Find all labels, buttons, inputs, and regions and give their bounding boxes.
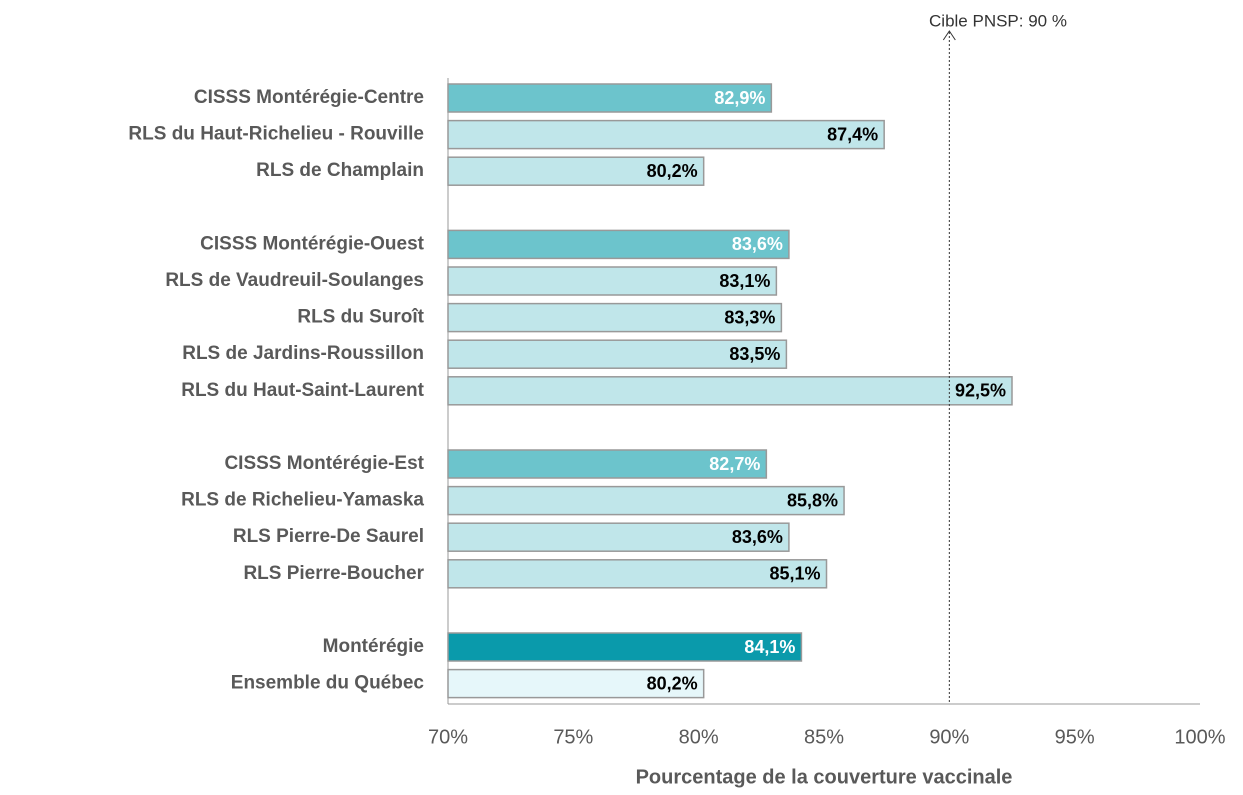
- y-tick-label: RLS du Haut-Richelieu - Rouville: [128, 124, 424, 145]
- bar: [447, 559, 828, 589]
- bar: [447, 156, 705, 186]
- x-tick-label: 90%: [929, 726, 969, 748]
- y-tick-label: RLS de Vaudreuil-Soulanges: [165, 270, 424, 291]
- bar: [447, 229, 790, 260]
- bar: [447, 266, 778, 296]
- y-tick-label: RLS du Haut-Saint-Laurent: [181, 380, 424, 401]
- value-label: 80,2%: [647, 673, 698, 693]
- y-tick-label: RLS de Champlain: [256, 160, 424, 181]
- bar: [447, 449, 768, 479]
- bar: [447, 485, 845, 516]
- y-tick-label: CISSS Montérégie-Ouest: [200, 233, 424, 254]
- x-tick-label: 75%: [553, 726, 593, 748]
- y-tick-label: RLS du Suroît: [297, 307, 424, 328]
- bar: [447, 522, 790, 552]
- value-label: 80,2%: [647, 161, 698, 181]
- x-tick-label: 85%: [804, 726, 844, 748]
- y-tick-label: RLS de Richelieu-Yamaska: [181, 490, 424, 511]
- x-tick-label: 70%: [428, 726, 468, 748]
- value-label: 83,1%: [719, 271, 770, 291]
- value-label: 87,4%: [827, 124, 878, 144]
- value-label: 85,1%: [769, 564, 820, 584]
- value-label: 83,5%: [729, 344, 780, 364]
- bar: [447, 119, 885, 150]
- x-axis-label: Pourcentage de la couverture vaccinale: [636, 766, 1013, 788]
- bar: [447, 302, 783, 333]
- reference-arrow: [942, 30, 956, 41]
- bar: [447, 668, 705, 699]
- bar: [447, 376, 1013, 406]
- bar: [447, 339, 788, 369]
- bar: [447, 632, 803, 662]
- x-tick-label: 100%: [1174, 726, 1225, 748]
- y-tick-label: RLS de Jardins-Roussillon: [182, 343, 424, 364]
- x-tick-label: 95%: [1055, 726, 1095, 748]
- value-label: 83,6%: [732, 234, 783, 254]
- y-tick-label: CISSS Montérégie-Est: [224, 453, 424, 474]
- x-tick-label: 80%: [679, 726, 719, 748]
- y-tick-label: Ensemble du Québec: [231, 673, 425, 694]
- value-label: 84,1%: [744, 637, 795, 657]
- bar: [447, 83, 773, 113]
- value-label: 83,3%: [724, 307, 775, 327]
- y-tick-label: CISSS Montérégie-Centre: [194, 87, 424, 108]
- reference-label: Cible PNSP: 90 %: [929, 11, 1067, 30]
- y-tick-label: RLS Pierre-Boucher: [243, 563, 424, 584]
- value-label: 82,7%: [709, 454, 760, 474]
- value-label: 92,5%: [955, 381, 1006, 401]
- value-label: 85,8%: [787, 490, 838, 510]
- y-tick-label: Montérégie: [323, 636, 424, 657]
- value-label: 83,6%: [732, 527, 783, 547]
- y-tick-label: RLS Pierre-De Saurel: [233, 526, 424, 547]
- value-label: 82,9%: [714, 88, 765, 108]
